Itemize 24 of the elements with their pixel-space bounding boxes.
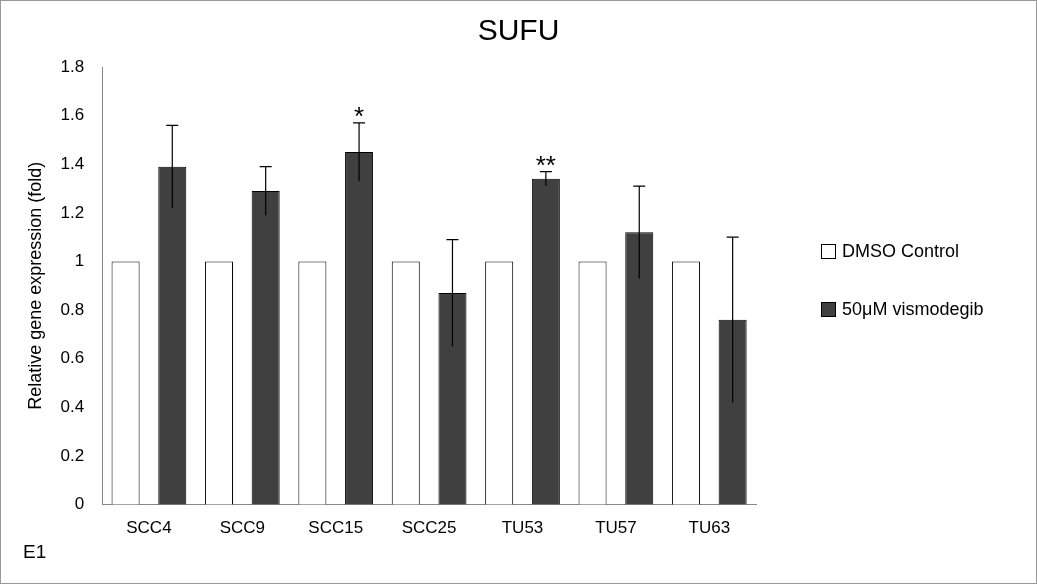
y-tick-label: 1 xyxy=(74,251,85,271)
y-tick-label: 0 xyxy=(74,494,85,514)
data-label: ** xyxy=(535,149,556,180)
y-axis-title: Relative gene expression (fold) xyxy=(24,161,45,410)
legend-label: 50μM vismodegib xyxy=(842,298,984,320)
y-tick-label: 0.2 xyxy=(60,445,85,465)
text: E1 xyxy=(23,541,47,563)
x-tick-label: SCC25 xyxy=(401,518,457,538)
chart-title: SUFU xyxy=(476,13,561,47)
x-tick-label: SCC15 xyxy=(308,518,364,538)
y-tick-label: 0.6 xyxy=(60,348,85,368)
y-tick-label: 1.2 xyxy=(60,202,85,222)
x-tick-label: SCC9 xyxy=(219,518,266,538)
y-tick-label: 0.8 xyxy=(60,299,85,319)
data-label: * xyxy=(354,100,365,131)
y-tick-label: 0.4 xyxy=(60,397,85,417)
x-tick-label: SCC4 xyxy=(126,518,172,538)
x-tick-label: TU57 xyxy=(595,518,637,538)
y-tick-label: 1.4 xyxy=(60,153,85,173)
y-tick-label: 1.8 xyxy=(60,56,85,76)
text: DMSO Control xyxy=(842,240,960,262)
x-tick-label: TU53 xyxy=(501,518,544,538)
y-tick-label: 1.6 xyxy=(60,105,85,125)
x-tick-label: TU63 xyxy=(688,518,731,538)
